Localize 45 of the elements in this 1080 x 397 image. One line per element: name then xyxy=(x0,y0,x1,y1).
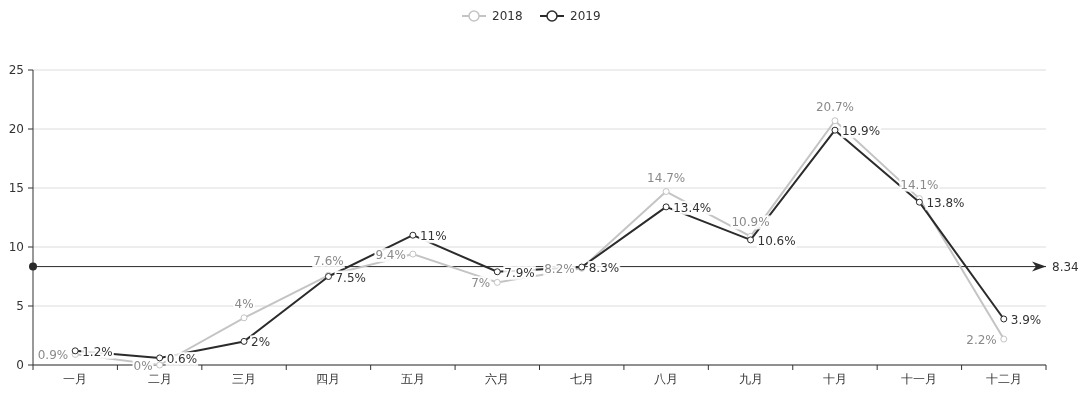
x-tick-label: 三月 xyxy=(232,372,257,386)
legend-label: 2019 xyxy=(570,9,601,23)
data-label: 19.9% xyxy=(841,124,881,139)
data-label: 8.3% xyxy=(588,261,620,276)
data-label: 1.2% xyxy=(82,344,113,359)
data-label: 20.7% xyxy=(815,99,855,114)
data-label: 0.9% xyxy=(37,348,69,363)
y-tick-label: 5 xyxy=(16,299,24,313)
x-tick-label: 九月 xyxy=(738,372,763,386)
y-tick-label: 20 xyxy=(8,122,24,136)
x-tick-label: 二月 xyxy=(147,372,172,386)
y-tick-label: 15 xyxy=(8,181,24,195)
y-tick-label: 25 xyxy=(8,63,24,77)
x-tick-label: 八月 xyxy=(654,372,679,386)
data-label: 9.4% xyxy=(375,248,406,263)
data-label: 7.9% xyxy=(504,265,535,280)
data-label: 14.7% xyxy=(647,170,686,185)
data-label: 8.2% xyxy=(544,262,575,277)
x-tick-label: 五月 xyxy=(400,372,425,386)
data-label: 14.1% xyxy=(900,177,939,192)
data-label: 13.4% xyxy=(673,200,712,215)
y-tick-label: 10 xyxy=(8,240,24,254)
x-tick-label: 十二月 xyxy=(985,372,1022,386)
x-tick-label: 十月 xyxy=(822,372,847,386)
data-label: 0% xyxy=(133,359,153,373)
x-tick-label: 四月 xyxy=(316,372,341,386)
data-label: 7% xyxy=(471,276,491,291)
data-label: 2.2% xyxy=(966,333,997,348)
data-label: 3.9% xyxy=(1010,312,1042,327)
data-label: 11% xyxy=(419,229,447,244)
data-label: 7.6% xyxy=(313,254,344,269)
ref-line-label: 8.34 xyxy=(1052,259,1079,274)
data-label: 4% xyxy=(234,296,254,311)
x-tick-label: 十一月 xyxy=(901,372,938,386)
data-label: 2% xyxy=(251,335,271,350)
data-label: 10.6% xyxy=(757,233,796,248)
x-tick-label: 六月 xyxy=(485,372,510,386)
data-label: 7.5% xyxy=(335,270,366,285)
x-tick-label: 七月 xyxy=(569,372,594,386)
data-label: 10.9% xyxy=(731,215,770,230)
x-tick-label: 一月 xyxy=(63,372,88,386)
data-label: 13.8% xyxy=(926,196,965,211)
legend-label: 2018 xyxy=(492,9,523,23)
y-tick-label: 0 xyxy=(16,358,24,372)
data-label: 0.6% xyxy=(166,351,198,366)
